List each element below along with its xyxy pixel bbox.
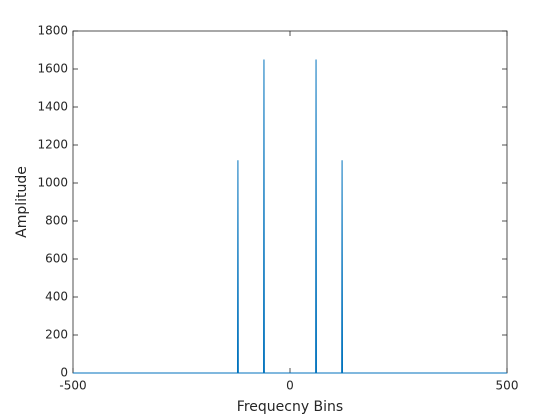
x-tick-label: -500 bbox=[59, 379, 86, 393]
y-tick-label: 600 bbox=[45, 252, 68, 266]
x-tick-label: 500 bbox=[496, 379, 519, 393]
x-tick-label: 0 bbox=[286, 379, 294, 393]
y-tick-label: 200 bbox=[45, 328, 68, 342]
plot-box bbox=[72, 30, 508, 374]
y-tick-label: 400 bbox=[45, 290, 68, 304]
y-tick-label: 1400 bbox=[37, 100, 68, 114]
y-tick-label: 1200 bbox=[37, 138, 68, 152]
y-tick-label: 1800 bbox=[37, 24, 68, 38]
y-tick-label: 1000 bbox=[37, 176, 68, 190]
x-axis-label: Frequecny Bins bbox=[237, 399, 343, 415]
data-line bbox=[73, 59, 507, 374]
y-tick-label: 1600 bbox=[37, 62, 68, 76]
y-tick-label: 800 bbox=[45, 214, 68, 228]
y-tick-label: 0 bbox=[60, 366, 68, 380]
y-axis-label: Amplitude bbox=[14, 166, 30, 238]
